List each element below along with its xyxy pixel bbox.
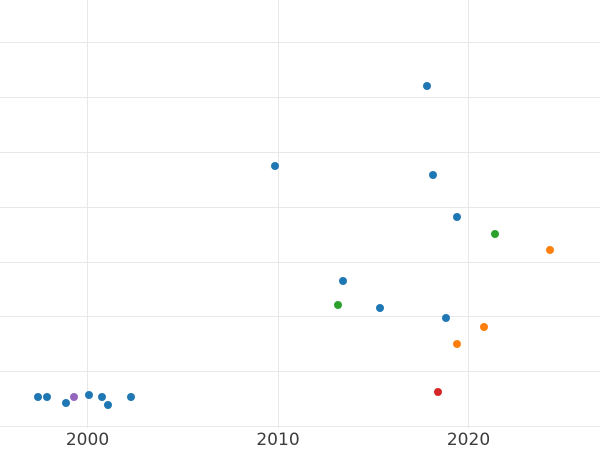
data-point-blue bbox=[61, 399, 70, 408]
data-point-blue bbox=[453, 213, 462, 222]
data-point-blue bbox=[271, 162, 280, 171]
data-point-red bbox=[434, 388, 443, 397]
y-gridline bbox=[0, 261, 600, 263]
x-tick-label-2000: 2000 bbox=[65, 430, 110, 450]
data-point-blue bbox=[97, 393, 106, 402]
data-point-blue bbox=[43, 392, 52, 401]
data-point-orange bbox=[479, 322, 488, 331]
y-gridline bbox=[0, 371, 600, 373]
data-point-blue bbox=[33, 393, 42, 402]
x-tick-label-2020: 2020 bbox=[446, 430, 491, 450]
data-point-blue bbox=[85, 390, 94, 399]
x-gridline bbox=[468, 0, 469, 428]
data-point-blue bbox=[441, 314, 450, 323]
y-gridline bbox=[0, 97, 600, 99]
data-point-green bbox=[491, 229, 500, 238]
data-point-purple bbox=[70, 393, 79, 402]
y-gridline bbox=[0, 42, 600, 44]
data-point-blue bbox=[127, 392, 136, 401]
y-gridline bbox=[0, 206, 600, 208]
x-gridline bbox=[87, 0, 88, 428]
data-point-blue bbox=[375, 304, 384, 313]
x-gridline bbox=[277, 0, 279, 428]
data-point-blue bbox=[422, 82, 431, 91]
y-gridline bbox=[0, 316, 600, 318]
data-point-blue bbox=[429, 171, 438, 180]
data-point-orange bbox=[453, 340, 462, 349]
data-point-blue bbox=[104, 400, 113, 409]
y-gridline bbox=[0, 426, 600, 428]
data-point-orange bbox=[546, 246, 555, 255]
y-gridline bbox=[0, 151, 600, 153]
x-tick-label-2010: 2010 bbox=[256, 430, 300, 450]
data-point-green bbox=[334, 300, 342, 309]
data-point-blue bbox=[338, 277, 347, 286]
